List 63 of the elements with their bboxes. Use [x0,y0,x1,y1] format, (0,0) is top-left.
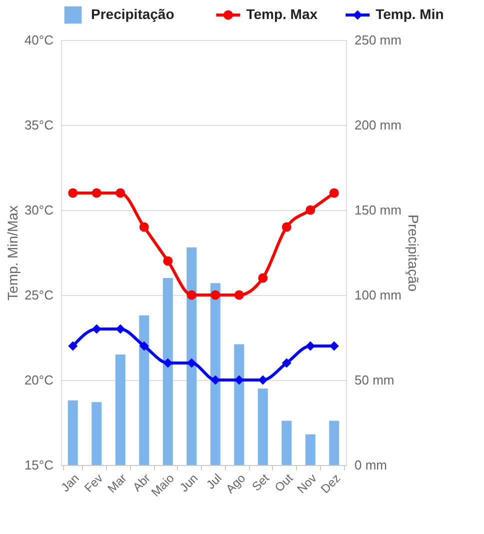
point [306,205,316,215]
point [163,256,173,266]
y-tick-label: 30°C [24,202,54,218]
point [234,290,244,300]
point [258,273,268,283]
y-tick-label: 15°C [24,458,54,472]
point [68,341,78,351]
bar [68,400,78,465]
point [116,188,126,198]
point [282,358,292,368]
x-tick-label: Nov [294,471,320,496]
y-tick-label: 40°C [24,32,54,48]
legend-label: Temp. Max [246,6,318,22]
x-tick-label: Jul [204,471,224,492]
y-tick-label: 35°C [24,118,54,132]
bar [92,402,102,465]
bar [282,420,292,465]
point [139,222,149,232]
x-tick-label: Out [272,470,296,495]
bar [305,434,316,465]
legend-label: Precipitação [91,6,174,22]
x-tick-label: Mar [104,471,130,496]
bar [115,354,126,465]
point [210,375,220,385]
bar [234,344,244,465]
point [210,290,220,300]
bar [186,247,197,465]
y-axis-title: Temp. Min/Max [4,206,20,300]
x-tick-label: Ago [223,470,248,496]
y-tick-label: 25°C [24,288,54,302]
point [186,358,196,368]
y2-tick-label: 200 mm [354,118,402,132]
y2-tick-label: 250 mm [354,32,402,48]
point [139,341,149,351]
y2-axis-title: Precipitação [405,214,422,292]
point [186,290,196,300]
point [329,341,339,351]
bar [162,278,173,465]
point [329,188,339,198]
y2-tick-label: 50 mm [354,372,394,388]
x-tick-label: Fev [82,471,106,496]
bar [210,283,220,465]
x-tick-label: Jan [58,471,82,495]
legend-label: Temp. Min [376,6,444,22]
x-tick-label: Set [249,470,272,494]
x-tick-label: Dez [318,471,344,496]
point [306,341,316,351]
bar [329,420,340,465]
y2-tick-label: 150 mm [354,202,402,218]
point [68,188,78,198]
point [258,375,268,385]
bar [258,388,268,465]
y-tick-label: 20°C [24,372,54,388]
bar [139,315,150,465]
point [92,324,102,334]
y2-tick-label: 0 mm [354,458,387,472]
point [92,188,102,198]
point [163,358,173,368]
x-tick-label: Jun [177,471,201,495]
y2-tick-label: 100 mm [354,288,402,302]
point [282,222,292,232]
point [234,375,244,385]
point [116,324,126,334]
